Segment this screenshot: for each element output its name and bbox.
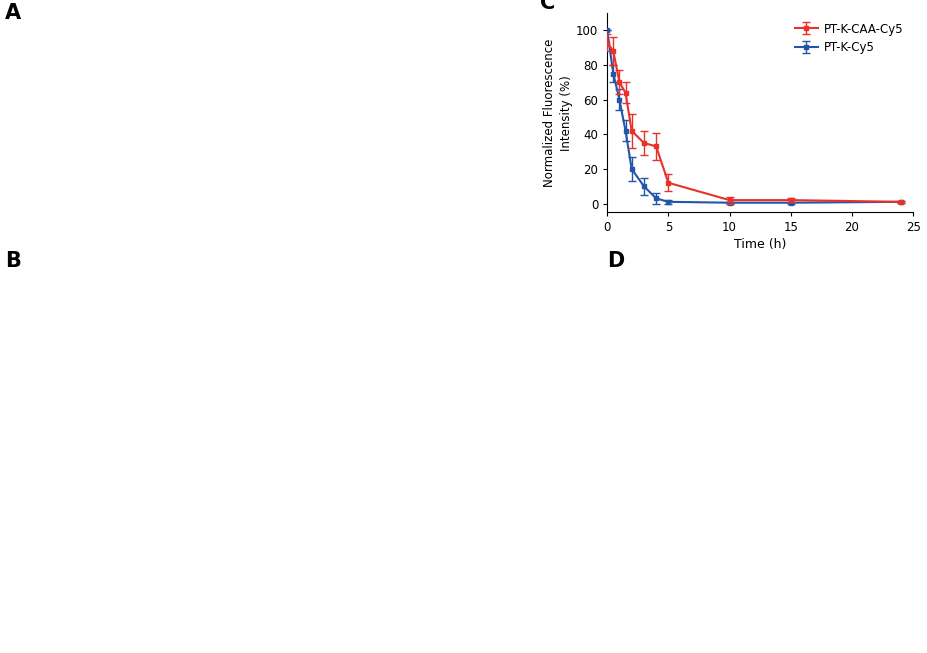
Text: B: B [5,251,20,272]
X-axis label: Time (h): Time (h) [734,238,786,251]
Y-axis label: Normalized Fluorescence
Intensity (%): Normalized Fluorescence Intensity (%) [543,39,573,187]
Text: A: A [5,3,20,24]
Legend: PT-K-CAA-Cy5, PT-K-Cy5: PT-K-CAA-Cy5, PT-K-Cy5 [791,19,908,58]
Text: D: D [607,251,625,272]
Text: C: C [540,0,555,13]
